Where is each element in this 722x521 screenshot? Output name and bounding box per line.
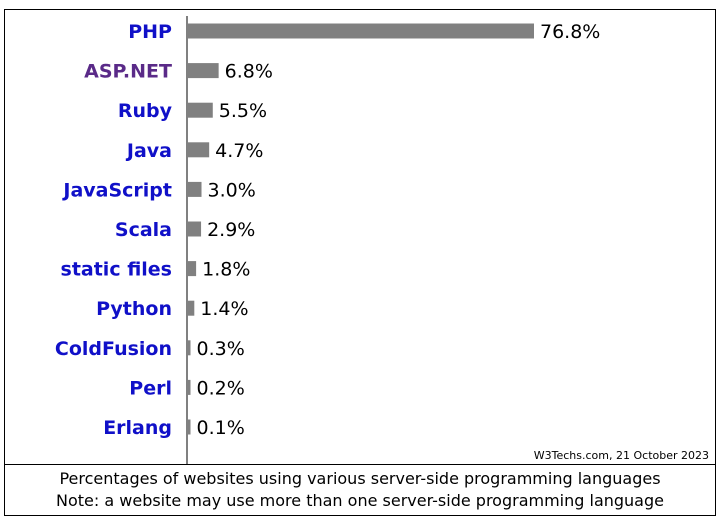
value-label-javascript: 3.0% xyxy=(208,179,256,201)
bar-java xyxy=(188,142,210,158)
value-label-perl: 0.2% xyxy=(197,377,245,399)
bar-scala xyxy=(188,221,202,237)
value-label-java: 4.7% xyxy=(215,140,263,162)
value-label-python: 1.4% xyxy=(200,298,248,320)
category-label-asp-net[interactable]: ASP.NET xyxy=(84,61,172,83)
category-label-erlang[interactable]: Erlang xyxy=(103,417,172,439)
value-label-scala: 2.9% xyxy=(207,219,255,241)
bar-chart: PHP 76.8% ASP.NET 6.8% Ruby 5.5% Java 4.7% JavaS… xyxy=(5,10,715,464)
bar-ruby xyxy=(188,102,213,118)
chart-caption: Percentages of websites using various se… xyxy=(5,464,715,515)
value-label-erlang: 0.1% xyxy=(197,417,245,439)
value-label-ruby: 5.5% xyxy=(219,100,267,122)
category-label-static-files[interactable]: static files xyxy=(61,259,172,281)
category-label-python[interactable]: Python xyxy=(96,298,172,320)
bar-php xyxy=(188,23,534,39)
bar-erlang xyxy=(188,419,191,435)
category-label-coldfusion[interactable]: ColdFusion xyxy=(55,338,172,360)
category-label-java[interactable]: Java xyxy=(125,140,172,162)
category-label-php[interactable]: PHP xyxy=(128,21,172,43)
chart-frame: PHP 76.8% ASP.NET 6.8% Ruby 5.5% Java 4.7% JavaS… xyxy=(4,9,716,516)
value-label-coldfusion: 0.3% xyxy=(197,338,245,360)
caption-line-1: Percentages of websites using various se… xyxy=(59,469,661,488)
bar-python xyxy=(188,300,195,316)
value-label-php: 76.8% xyxy=(540,21,600,43)
category-label-ruby[interactable]: Ruby xyxy=(118,100,173,122)
bar-coldfusion xyxy=(188,340,191,356)
value-label-static-files: 1.8% xyxy=(202,259,250,281)
bar-group: PHP 76.8% ASP.NET 6.8% Ruby 5.5% Java 4.7% JavaS… xyxy=(55,21,600,439)
bar-perl xyxy=(188,379,191,395)
category-label-perl[interactable]: Perl xyxy=(129,377,172,399)
bar-static-files xyxy=(188,261,197,277)
caption-line-2: Note: a website may use more than one se… xyxy=(56,491,664,510)
bar-asp-net xyxy=(188,63,219,79)
category-label-scala[interactable]: Scala xyxy=(115,219,172,241)
chart-svg: PHP 76.8% ASP.NET 6.8% Ruby 5.5% Java 4.7% JavaS… xyxy=(55,16,709,464)
value-label-asp-net: 6.8% xyxy=(225,61,273,83)
category-label-javascript[interactable]: JavaScript xyxy=(61,179,172,201)
bar-javascript xyxy=(188,181,202,197)
chart-credit: W3Techs.com, 21 October 2023 xyxy=(534,449,709,462)
